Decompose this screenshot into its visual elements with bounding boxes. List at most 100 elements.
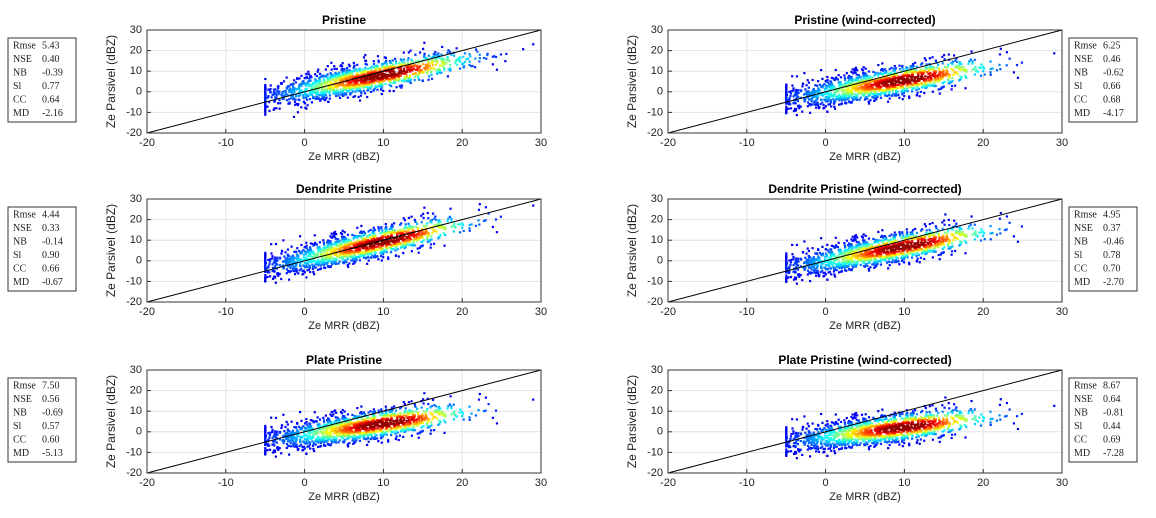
density-point	[867, 269, 871, 272]
density-point	[372, 226, 375, 229]
density-point	[395, 78, 398, 81]
density-point	[274, 88, 277, 91]
density-point	[804, 98, 807, 101]
density-point	[871, 86, 874, 89]
density-point	[333, 65, 336, 68]
density-point	[845, 88, 848, 91]
density-point	[470, 65, 473, 68]
density-point	[420, 214, 423, 217]
density-point	[278, 92, 281, 95]
density-point	[888, 97, 891, 100]
density-point	[285, 93, 289, 96]
density-point	[322, 239, 325, 242]
density-point	[914, 61, 917, 64]
density-point	[343, 246, 346, 250]
density-point	[812, 89, 815, 92]
density-point	[306, 260, 309, 263]
density-point	[833, 275, 837, 278]
density-point	[894, 260, 897, 263]
density-point	[889, 80, 892, 84]
density-point	[382, 235, 385, 239]
density-point	[947, 53, 950, 56]
density-point	[807, 249, 811, 253]
density-point	[909, 75, 913, 78]
density-point	[414, 72, 417, 75]
density-point	[902, 91, 906, 95]
density-point	[948, 80, 951, 83]
density-point	[805, 84, 808, 87]
density-point	[366, 235, 369, 238]
density-point	[862, 77, 865, 80]
density-point	[941, 55, 944, 58]
density-point	[934, 70, 937, 73]
density-point	[855, 77, 859, 80]
density-point	[973, 58, 976, 61]
density-point	[372, 244, 375, 247]
density-point	[376, 255, 379, 258]
density-point	[855, 93, 859, 97]
density-point	[377, 258, 380, 261]
density-point	[274, 96, 277, 99]
density-point	[833, 99, 836, 102]
density-point	[290, 83, 294, 86]
density-point	[381, 237, 384, 240]
density-point	[822, 84, 825, 87]
density-point	[989, 67, 992, 71]
density-point	[927, 72, 930, 76]
density-point	[868, 261, 871, 264]
density-point	[313, 252, 317, 256]
density-point	[982, 70, 985, 73]
density-point	[392, 229, 395, 232]
density-point	[956, 72, 959, 75]
density-point	[947, 247, 950, 250]
density-point	[319, 254, 322, 257]
density-point	[380, 92, 383, 96]
density-point	[370, 76, 373, 79]
density-point	[385, 243, 388, 247]
density-point	[371, 235, 374, 238]
density-point	[415, 74, 418, 77]
density-point	[816, 271, 819, 274]
density-point	[308, 75, 312, 79]
density-point	[299, 252, 302, 255]
density-point	[309, 270, 312, 274]
density-point	[971, 60, 974, 63]
density-point	[356, 70, 359, 73]
density-point	[288, 261, 291, 264]
density-point	[267, 94, 270, 98]
density-point	[884, 69, 888, 73]
density-point	[874, 71, 877, 75]
density-point	[792, 270, 795, 273]
density-point	[326, 264, 330, 268]
stat-label: CC	[13, 263, 27, 274]
density-point	[409, 49, 412, 52]
density-point	[947, 82, 950, 85]
density-point	[850, 70, 853, 74]
density-point	[344, 241, 347, 244]
density-point	[329, 235, 332, 238]
density-point	[292, 258, 295, 261]
density-point	[271, 263, 274, 266]
density-point	[856, 69, 859, 72]
density-point	[940, 251, 943, 255]
stat-value: 0.90	[42, 250, 60, 261]
density-point	[812, 257, 815, 260]
density-point	[370, 238, 373, 241]
density-point	[785, 274, 788, 277]
density-point	[294, 273, 297, 276]
density-point	[373, 87, 377, 90]
density-point	[878, 85, 882, 88]
density-point	[358, 256, 361, 259]
density-point	[910, 256, 914, 259]
density-point	[415, 65, 419, 68]
density-point	[1012, 235, 1015, 238]
density-point	[886, 86, 890, 89]
density-point	[848, 95, 851, 98]
density-point	[917, 87, 920, 90]
density-point	[840, 263, 843, 267]
density-point	[795, 266, 798, 269]
density-point	[408, 80, 412, 83]
density-point	[384, 240, 387, 243]
density-point	[910, 78, 913, 81]
